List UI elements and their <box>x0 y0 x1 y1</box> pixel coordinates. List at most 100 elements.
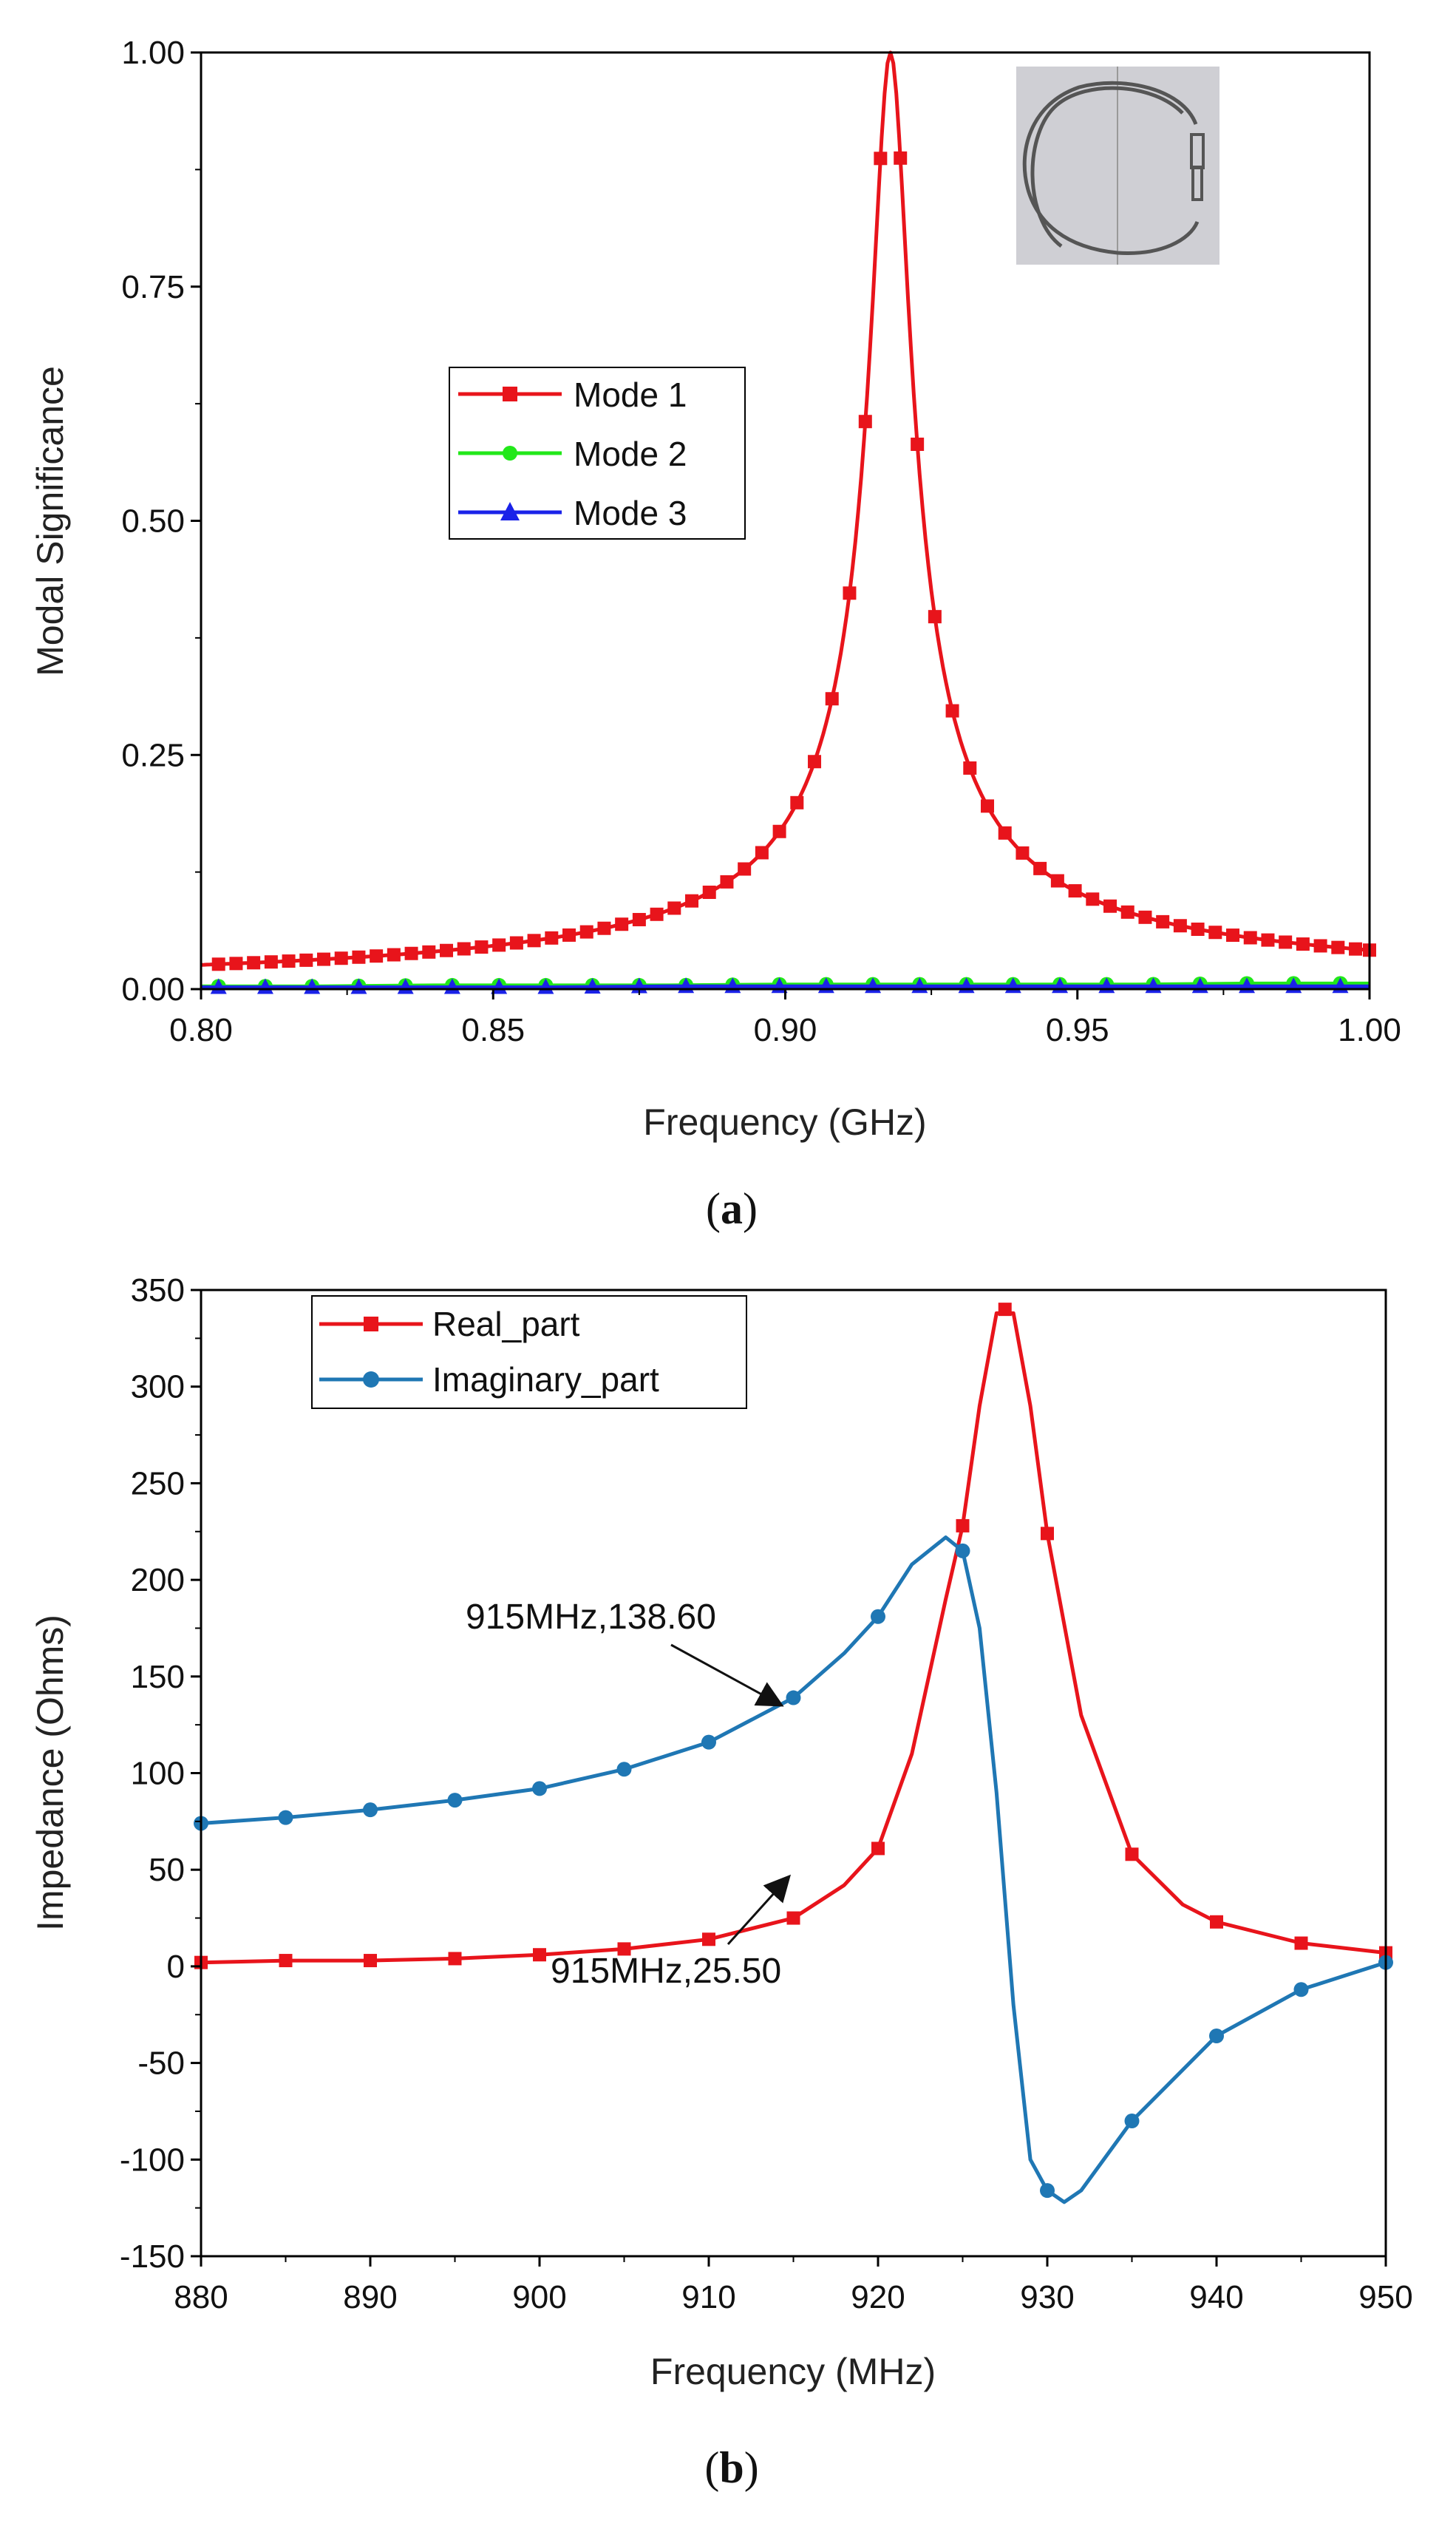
legend-a-mode2-label: Mode 2 <box>574 435 687 473</box>
series-a-1-point-55 <box>1156 914 1170 929</box>
series-a-1-point-15 <box>457 942 471 956</box>
a-xtick-label-3: 0.90 <box>754 1012 817 1048</box>
series-a-1-point-3 <box>247 956 261 970</box>
series-a-1-point-42 <box>928 610 942 624</box>
series-b-1-point-10 <box>956 1518 970 1532</box>
annotation-imag-915: 915MHz,138.60 <box>466 1598 716 1637</box>
series-b-1-point-12 <box>1041 1527 1054 1541</box>
series-a-1-point-63 <box>1296 937 1310 951</box>
series-b-1-point-13 <box>1125 1847 1139 1861</box>
series-a-1-point-13 <box>422 945 436 959</box>
b-xtick-label-4: 910 <box>681 2279 735 2315</box>
series-a-1-point-11 <box>387 948 401 962</box>
series-b-2-point-10 <box>955 1543 970 1558</box>
annotation-imag-arrow <box>670 1643 784 1707</box>
series-a-1-point-59 <box>1226 929 1240 943</box>
b-xtick-label-8: 950 <box>1358 2279 1412 2315</box>
series-b-1-line <box>200 1311 1387 1965</box>
a-ytick-label-1: 0.00 <box>121 971 185 1008</box>
legend-b-real-marker-icon <box>364 1317 378 1331</box>
series-a-1-point-53 <box>1120 905 1134 919</box>
b-xtick-label-7: 940 <box>1189 2279 1243 2315</box>
series-a-1-point-40 <box>894 151 908 165</box>
series-a-1-point-31 <box>738 862 752 876</box>
legend-a-mode3-label: Mode 3 <box>574 494 687 532</box>
b-xtick-label-2: 890 <box>343 2279 397 2315</box>
series-a-1-point-61 <box>1261 933 1275 947</box>
chart-a-ylabel: Modal Significance <box>30 366 71 676</box>
series-a-1-point-49 <box>1050 874 1064 888</box>
chart-a-xlabel: Frequency (GHz) <box>643 1101 926 1143</box>
series-a-1-point-57 <box>1191 922 1205 936</box>
panel-label-b: (b) <box>704 2443 758 2492</box>
series-a-1-point-4 <box>264 955 278 969</box>
series-a-1-point-10 <box>370 949 384 963</box>
series-a-1-point-43 <box>945 704 959 718</box>
series-b-1-point-3 <box>364 1954 377 1968</box>
antenna-inset-image <box>1016 67 1219 265</box>
series-a-1-point-38 <box>858 415 872 429</box>
series-a-1-point-18 <box>509 936 523 950</box>
b-ytick-label-8: 200 <box>131 1562 185 1598</box>
series-b-2-point-5 <box>532 1781 547 1796</box>
series-a-1-point-20 <box>545 931 559 945</box>
series-b-2-line <box>200 1535 1387 2204</box>
series-b-2-point-12 <box>1124 2114 1140 2129</box>
b-ytick-label-6: 100 <box>131 1756 185 1792</box>
chart-b-legend: Real_part Imaginary_part <box>311 1295 747 1409</box>
series-a-1-point-28 <box>685 894 699 908</box>
chart-b-xlabel: Frequency (MHz) <box>650 2351 936 2392</box>
series-a-1-point-8 <box>334 951 348 965</box>
series-b-2-point-13 <box>1209 2029 1224 2044</box>
series-a-1-point-65 <box>1331 940 1345 954</box>
series-b-1-point-15 <box>1294 1936 1308 1950</box>
series-b-1-point-8 <box>786 1911 800 1925</box>
series-b-2-point-14 <box>1293 1982 1309 1997</box>
annotation-real-arrow <box>727 1874 792 1946</box>
b-xtick-label-5: 920 <box>851 2279 905 2315</box>
series-b-1-point-4 <box>448 1952 462 1966</box>
series-a-1-point-14 <box>440 943 454 957</box>
series-a-1-point-6 <box>299 953 313 967</box>
series-a-1-point-25 <box>632 912 646 926</box>
chart-panel-b: 880 890 900 910 920 930 940 950 -150 -100 -50 0 50 10… <box>30 1272 1413 2492</box>
series-a-1-point-9 <box>352 950 366 964</box>
b-ytick-label-3: -50 <box>137 2046 185 2082</box>
series-a-1-point-30 <box>720 875 734 889</box>
series-a-1-point-1 <box>211 957 225 971</box>
chart-panel-a: 0.80 0.85 0.90 0.95 1.00 0.00 0.25 0.50 0.75 1.00… <box>30 35 1401 1233</box>
series-a-1-point-26 <box>650 907 664 921</box>
a-xtick-label-5: 1.00 <box>1338 1012 1401 1048</box>
series-a-1-point-16 <box>474 940 489 954</box>
series-b-2-point-9 <box>871 1609 885 1624</box>
series-a-1-point-35 <box>808 755 822 769</box>
series-a-1-point-54 <box>1138 910 1152 924</box>
chart-b-axes-frame <box>200 1289 1387 2258</box>
series-b-1-point-6 <box>617 1942 631 1956</box>
series-a-1-point-5 <box>282 954 296 968</box>
series-a-1-point-23 <box>597 921 611 935</box>
series-b-1-point-5 <box>533 1948 546 1962</box>
series-a-1-point-52 <box>1103 899 1117 913</box>
series-b-1-point-14 <box>1210 1915 1223 1929</box>
series-a-1-point-47 <box>1016 846 1030 860</box>
series-a-1-point-36 <box>825 692 839 706</box>
series-a-1-point-7 <box>317 952 331 966</box>
series-b-2-point-6 <box>616 1762 632 1777</box>
series-a-1-point-22 <box>579 925 593 939</box>
series-b-2-point-3 <box>363 1802 378 1818</box>
series-a-1-point-24 <box>615 917 629 931</box>
series-a-1-point-21 <box>562 928 576 942</box>
b-ytick-label-5: 50 <box>149 1852 185 1888</box>
chart-a-ticks: 0.80 0.85 0.90 0.95 1.00 0.00 0.25 0.50 0.75 1.00 <box>121 35 1401 1048</box>
panel-label-a: (a) <box>706 1184 758 1233</box>
series-b-2-point-2 <box>278 1810 293 1825</box>
series-a-1-point-39 <box>874 152 888 166</box>
series-a-1-point-37 <box>843 586 857 600</box>
chart-b-marks <box>194 1303 1393 2204</box>
series-b-1-point-9 <box>871 1841 885 1856</box>
series-b-1-point-7 <box>702 1932 715 1946</box>
series-b-2-point-8 <box>786 1690 801 1705</box>
series-a-1-point-27 <box>667 901 681 915</box>
